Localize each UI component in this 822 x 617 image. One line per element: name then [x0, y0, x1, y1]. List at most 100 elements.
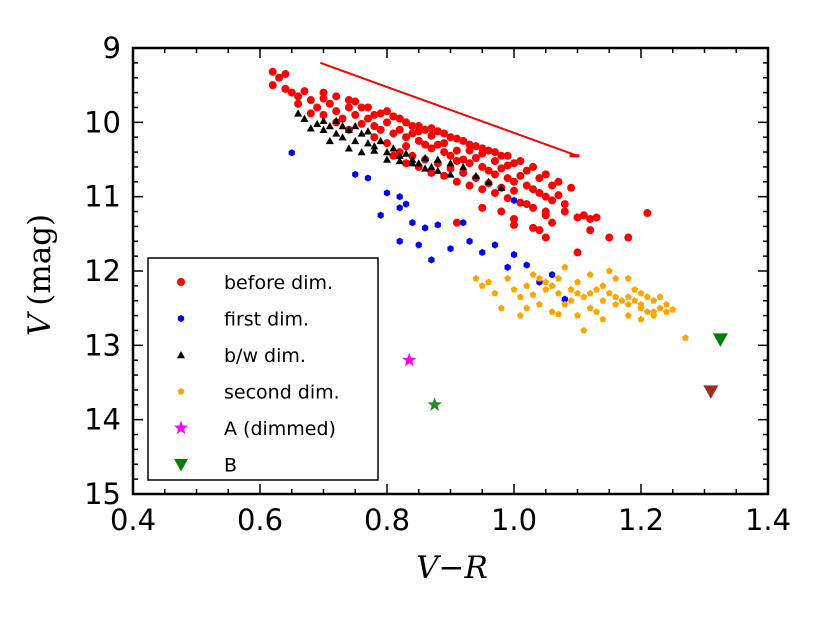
data-point [319, 94, 328, 103]
data-point [643, 209, 652, 218]
data-point [560, 207, 569, 216]
data-point [535, 188, 544, 197]
data-point [357, 148, 366, 156]
data-point [351, 136, 360, 145]
data-point [427, 131, 436, 140]
data-point [409, 219, 416, 227]
data-point [428, 256, 435, 264]
data-point [484, 166, 493, 175]
data-point [288, 149, 295, 157]
data-point [452, 134, 461, 143]
data-point [478, 162, 487, 171]
data-point [484, 177, 493, 185]
data-point [541, 233, 550, 242]
data-point [510, 196, 518, 204]
data-point [447, 245, 454, 253]
data-point [516, 293, 524, 300]
data-point [567, 183, 576, 192]
data-point [478, 282, 486, 289]
data-point [503, 161, 512, 170]
legend-marker [177, 278, 185, 286]
x-tick-label: 1.2 [618, 503, 664, 537]
data-point [535, 174, 544, 183]
data-point [599, 315, 607, 323]
y-tick-label: 14 [84, 403, 121, 437]
legend-label: A (dimmed) [224, 418, 336, 440]
data-point [624, 274, 632, 282]
data-point [344, 144, 353, 152]
data-point [529, 203, 538, 212]
data-point [370, 122, 379, 131]
data-point [452, 177, 461, 186]
data-point [586, 271, 594, 278]
legend-label: b/w dim. [224, 345, 306, 367]
data-point [421, 125, 430, 134]
data-point [529, 223, 538, 232]
data-point [561, 295, 568, 303]
data-point [415, 241, 422, 249]
data-point [281, 84, 290, 93]
data-point [548, 181, 557, 190]
data-point [383, 189, 391, 197]
data-point [624, 300, 632, 308]
trend-lines [319, 61, 580, 158]
data-point [612, 274, 620, 282]
legend: before dim. first dim. b/w dim. second dim.… [147, 257, 379, 481]
data-point [459, 136, 468, 145]
data-point [338, 133, 347, 141]
data-point [510, 220, 518, 229]
data-point [351, 97, 360, 106]
data-point [490, 148, 499, 157]
data-point [522, 200, 531, 209]
data-point [516, 156, 525, 165]
y-axis-label-unit: (mag) [22, 214, 58, 306]
data-point [338, 114, 347, 123]
series-group [472, 263, 689, 341]
data-point [497, 183, 506, 191]
data-point [490, 156, 499, 165]
data-point [338, 122, 347, 130]
data-point [370, 142, 379, 150]
data-point [389, 144, 398, 152]
data-point [554, 191, 563, 200]
data-point [294, 109, 303, 117]
data-point [389, 151, 398, 160]
data-point [523, 261, 530, 269]
data-point [599, 297, 607, 304]
data-point [510, 214, 518, 223]
data-point [567, 297, 575, 304]
data-point [370, 110, 379, 119]
data-point [402, 352, 417, 367]
series-group [712, 333, 728, 347]
data-point [433, 166, 442, 174]
data-point [351, 110, 360, 119]
data-point [650, 308, 658, 315]
data-point [325, 136, 334, 145]
data-point [605, 267, 613, 274]
data-point [567, 285, 575, 293]
data-point [352, 170, 359, 178]
data-point [490, 188, 499, 197]
data-point [541, 170, 550, 179]
series-group [427, 397, 442, 411]
data-point [306, 124, 315, 132]
data-point [408, 155, 417, 163]
data-point [427, 168, 436, 177]
data-point [408, 129, 417, 138]
legend-marker [177, 351, 185, 359]
data-point [376, 136, 385, 145]
data-point [395, 151, 404, 159]
data-point [383, 139, 391, 148]
data-point [466, 237, 473, 245]
data-point [612, 293, 620, 300]
y-axis-label: V (mag) [22, 214, 58, 336]
data-point [414, 122, 423, 131]
data-point [491, 241, 499, 249]
data-point [471, 154, 480, 163]
data-point [452, 156, 461, 165]
data-point [650, 297, 658, 304]
data-point [357, 129, 366, 137]
data-point [363, 103, 372, 112]
data-point [478, 185, 487, 194]
data-point [383, 148, 391, 156]
